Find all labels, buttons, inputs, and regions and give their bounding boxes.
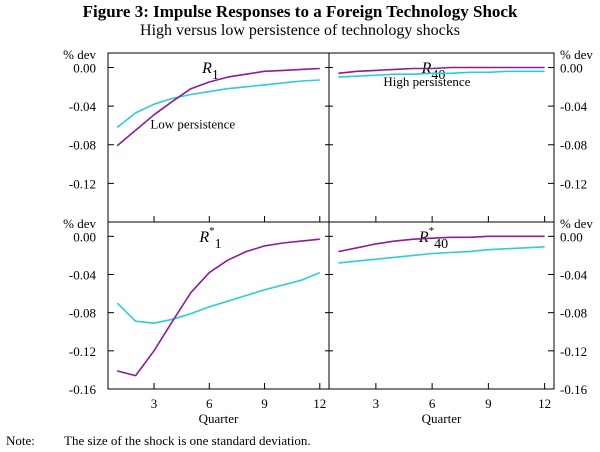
y-tick-label-right: 0.00 <box>560 60 583 75</box>
y-tick-label-left: 0.00 <box>73 60 96 75</box>
y-tick-label-left: -0.12 <box>69 176 96 191</box>
x-axis-label: Quarter <box>422 411 462 426</box>
note-label: Note: <box>6 433 35 448</box>
panel-title: R*40 <box>418 225 448 252</box>
note-text: The size of the shock is one standard de… <box>64 433 311 448</box>
y-tick-label-right: -0.16 <box>560 382 588 397</box>
y-tick-label-left: -0.04 <box>69 99 97 114</box>
series-line-low-persistence <box>338 66 545 75</box>
x-tick-label: 12 <box>313 396 326 411</box>
series-line-high-persistence <box>116 271 321 325</box>
x-tick-label: 9 <box>261 396 268 411</box>
y-unit-label-left: % dev <box>63 216 96 231</box>
figure-title: Figure 3: Impulse Responses to a Foreign… <box>82 2 518 21</box>
figure-note: Note: The size of the shock is one standa… <box>6 433 311 449</box>
y-tick-label-right: 0.00 <box>560 229 583 244</box>
y-unit-label-right: % dev <box>560 47 593 62</box>
y-tick-label-right: -0.04 <box>560 267 588 282</box>
y-tick-label-left: -0.16 <box>69 382 97 397</box>
y-tick-label-right: -0.08 <box>560 306 587 321</box>
x-tick-label: 3 <box>151 396 158 411</box>
series-line-high-persistence <box>338 246 545 264</box>
y-unit-label-right: % dev <box>560 216 593 231</box>
y-tick-label-left: -0.04 <box>69 267 97 282</box>
series-annotation-low: Low persistence <box>150 116 235 131</box>
figure-subtitle: High versus low persistence of technolog… <box>140 22 460 39</box>
y-tick-label-right: -0.08 <box>560 138 587 153</box>
y-tick-label-right: -0.12 <box>560 344 587 359</box>
y-tick-label-left: 0.00 <box>73 229 96 244</box>
y-tick-label-right: -0.12 <box>560 176 587 191</box>
x-axis-label: Quarter <box>199 411 239 426</box>
x-tick-label: 6 <box>206 396 213 411</box>
x-tick-label: 9 <box>485 396 492 411</box>
panel-title: R*1 <box>198 225 221 252</box>
y-unit-label-left: % dev <box>63 47 96 62</box>
panel-title: R1 <box>201 60 219 83</box>
series-line-low-persistence <box>338 235 545 253</box>
y-tick-label-left: -0.08 <box>69 306 96 321</box>
series-line-high-persistence <box>338 70 545 78</box>
y-tick-label-left: -0.12 <box>69 344 96 359</box>
x-tick-label: 12 <box>538 396 551 411</box>
series-line-low-persistence <box>116 67 320 147</box>
x-tick-label: 6 <box>429 396 436 411</box>
series-annotation-high: High persistence <box>383 74 470 89</box>
plot-frame <box>107 52 555 390</box>
series-line-high-persistence <box>116 79 320 129</box>
y-tick-label-left: -0.08 <box>69 138 96 153</box>
y-tick-label-right: -0.04 <box>560 99 588 114</box>
series-line-low-persistence <box>117 238 320 377</box>
x-tick-label: 3 <box>373 396 380 411</box>
